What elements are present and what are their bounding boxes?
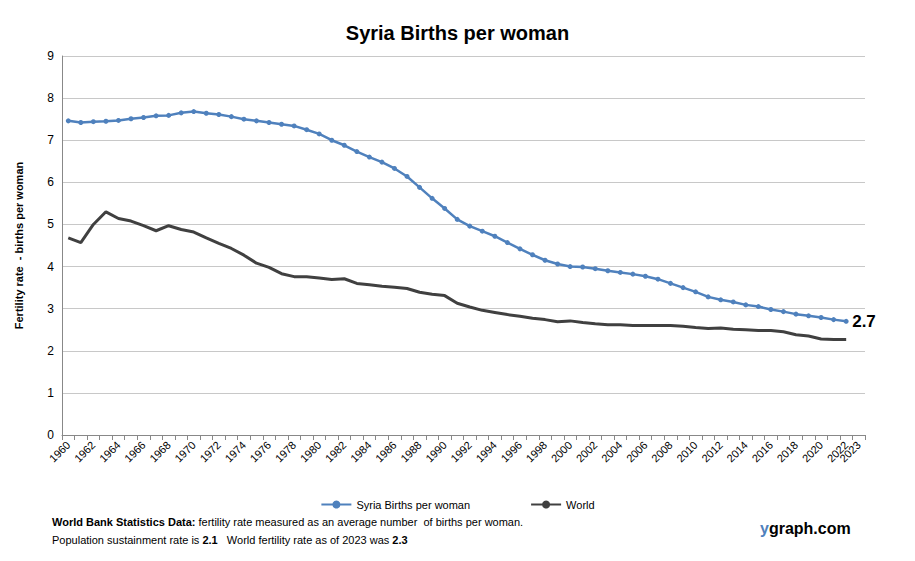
svg-text:2.1: 2.1 [202, 534, 217, 546]
svg-text:2000: 2000 [549, 439, 575, 465]
svg-text:1960: 1960 [47, 439, 73, 465]
svg-text:4: 4 [47, 260, 54, 274]
svg-text:8: 8 [47, 91, 54, 105]
svg-text:1984: 1984 [348, 439, 374, 465]
svg-text:graph.com: graph.com [769, 520, 851, 537]
svg-text:7: 7 [47, 133, 54, 147]
svg-text:2008: 2008 [649, 439, 675, 465]
svg-text:1978: 1978 [273, 439, 299, 465]
svg-text:2020: 2020 [800, 439, 826, 465]
svg-text:1972: 1972 [197, 439, 223, 465]
svg-text:1974: 1974 [222, 439, 248, 465]
svg-text:2023: 2023 [837, 439, 863, 465]
svg-text:World Bank Statistics Data:: World Bank Statistics Data: [52, 516, 195, 528]
svg-text:1988: 1988 [398, 439, 424, 465]
svg-text:2.7: 2.7 [852, 312, 876, 331]
svg-text:2002: 2002 [574, 439, 600, 465]
svg-text:1982: 1982 [323, 439, 349, 465]
svg-text:2016: 2016 [749, 439, 775, 465]
svg-text:3: 3 [47, 302, 54, 316]
svg-text:1994: 1994 [473, 439, 499, 465]
svg-text:2: 2 [47, 344, 54, 358]
svg-text:2012: 2012 [699, 439, 725, 465]
svg-text:1980: 1980 [298, 439, 324, 465]
svg-text:2014: 2014 [724, 439, 750, 465]
svg-text:1962: 1962 [72, 439, 98, 465]
svg-text:2006: 2006 [624, 439, 650, 465]
svg-text:2.3: 2.3 [392, 534, 407, 546]
svg-text:0: 0 [47, 428, 54, 442]
svg-text:1992: 1992 [448, 439, 474, 465]
svg-text:Population sustainment rate is: Population sustainment rate is [52, 534, 202, 546]
svg-text:Syria Births per woman: Syria Births per woman [356, 499, 470, 511]
svg-text:1998: 1998 [524, 439, 550, 465]
svg-text:6: 6 [47, 175, 54, 189]
svg-text:1976: 1976 [248, 439, 274, 465]
svg-text:1996: 1996 [498, 439, 524, 465]
svg-text:5: 5 [47, 217, 54, 231]
svg-text:2004: 2004 [599, 439, 625, 465]
svg-text:fertility rate measured as an: fertility rate measured as an average nu… [195, 516, 523, 528]
svg-text:World fertility rate as of 202: World fertility rate as of 2023 was [218, 534, 393, 546]
svg-text:y: y [760, 520, 769, 537]
svg-text:1: 1 [47, 386, 54, 400]
svg-text:1990: 1990 [423, 439, 449, 465]
svg-text:1964: 1964 [97, 439, 123, 465]
svg-text:Syria Births per woman: Syria Births per woman [346, 22, 569, 44]
svg-text:2022: 2022 [824, 438, 851, 465]
svg-text:9: 9 [47, 49, 54, 63]
svg-text:1966: 1966 [122, 439, 148, 465]
svg-text:1970: 1970 [172, 439, 198, 465]
svg-text:2010: 2010 [674, 439, 700, 465]
svg-text:1986: 1986 [373, 439, 399, 465]
svg-text:World: World [566, 499, 595, 511]
svg-text:2018: 2018 [774, 439, 800, 465]
svg-text:Fertility rate - births per w: Fertility rate - births per woman [13, 161, 25, 329]
svg-text:1968: 1968 [147, 439, 173, 465]
